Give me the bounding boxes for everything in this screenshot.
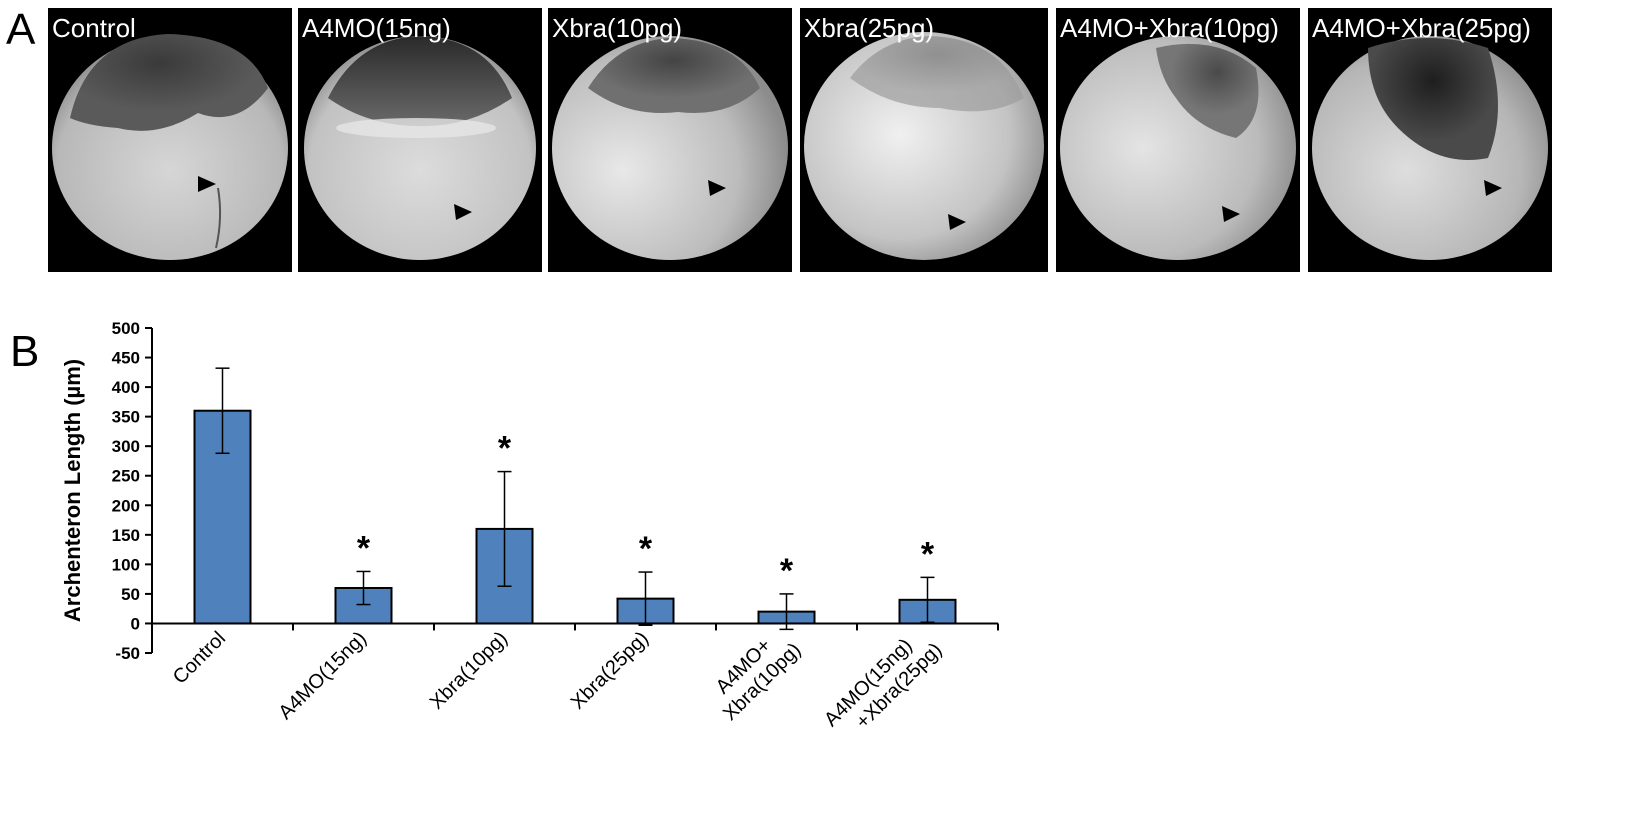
y-tick-label: 200 — [112, 496, 140, 515]
y-tick-label: 400 — [112, 378, 140, 397]
embryo-image — [52, 34, 288, 260]
embryo-image — [552, 36, 788, 260]
embryo-image — [304, 36, 536, 260]
significance-asterisk: * — [639, 530, 653, 568]
category-label-line: A4MO(15ng) — [275, 627, 372, 724]
y-tick-label: 500 — [112, 319, 140, 338]
error-bars — [215, 367, 935, 631]
micrograph-panel: Control — [48, 8, 292, 272]
y-tick-label: 0 — [131, 614, 140, 633]
y-tick-label: 300 — [112, 437, 140, 456]
micrograph-panel: Xbra(10pg) — [548, 8, 792, 272]
significance-asterisk: * — [357, 529, 371, 567]
panel-b-letter: B — [10, 327, 40, 376]
significance-markers: * * * * * — [357, 430, 935, 590]
category-label-line: Xbra(10pg) — [426, 627, 512, 713]
y-tick-label: 50 — [121, 585, 140, 604]
embryo-image — [804, 32, 1044, 260]
y-tick-label: 250 — [112, 467, 140, 486]
micrograph-row: Control A4MO(15ng) — [0, 0, 1648, 280]
micrograph-label: Control — [52, 13, 136, 43]
category-label: Xbra(25pg) — [567, 627, 653, 713]
x-axis — [151, 622, 999, 631]
category-label-line: Xbra(25pg) — [567, 627, 653, 713]
y-tick-label: 350 — [112, 408, 140, 427]
micrograph-panel: A4MO+Xbra(10pg) — [1056, 8, 1300, 272]
embryo-image — [1312, 36, 1548, 260]
y-tick-label: 450 — [112, 349, 140, 368]
micrograph-label: Xbra(25pg) — [804, 13, 935, 43]
category-labels: Control A4MO(15ng) Xbra(10pg) Xbra(25pg) A4M… — [169, 622, 946, 748]
significance-asterisk: * — [921, 535, 935, 573]
bars — [193, 409, 957, 625]
embryo-image — [1060, 36, 1296, 260]
panel-a-letter: A — [6, 5, 36, 54]
y-tick-label: -50 — [115, 644, 140, 663]
bar-chart: -50 0 50 100 150 200 250 300 350 400 450 500 * * * * * … — [60, 319, 999, 748]
category-label: A4MO+Xbra(10pg) — [702, 622, 805, 725]
category-label-line: Control — [169, 627, 230, 688]
micrograph-panel: A4MO(15ng) — [298, 8, 542, 272]
micrograph-label: A4MO+Xbra(25pg) — [1312, 13, 1531, 43]
significance-asterisk: * — [780, 552, 794, 590]
significance-asterisk: * — [498, 430, 512, 468]
category-label: Xbra(10pg) — [426, 627, 512, 713]
micrograph-panel: Xbra(25pg) — [800, 8, 1048, 272]
micrograph-label: Xbra(10pg) — [552, 13, 683, 43]
category-label: A4MO(15ng) — [275, 627, 372, 724]
category-label: A4MO(15ng)+Xbra(25pg) — [820, 622, 946, 748]
category-label: Control — [169, 627, 230, 688]
micrograph-label: A4MO+Xbra(10pg) — [1060, 13, 1279, 43]
y-tick-label: 100 — [112, 555, 140, 574]
y-axis: -50 0 50 100 150 200 250 300 350 400 450 500 — [112, 319, 153, 663]
y-axis-label: Archenteron Length (µm) — [60, 359, 85, 622]
y-tick-label: 150 — [112, 526, 140, 545]
micrograph-label: A4MO(15ng) — [302, 13, 451, 43]
micrograph-panel: A4MO+Xbra(25pg) — [1308, 8, 1552, 272]
